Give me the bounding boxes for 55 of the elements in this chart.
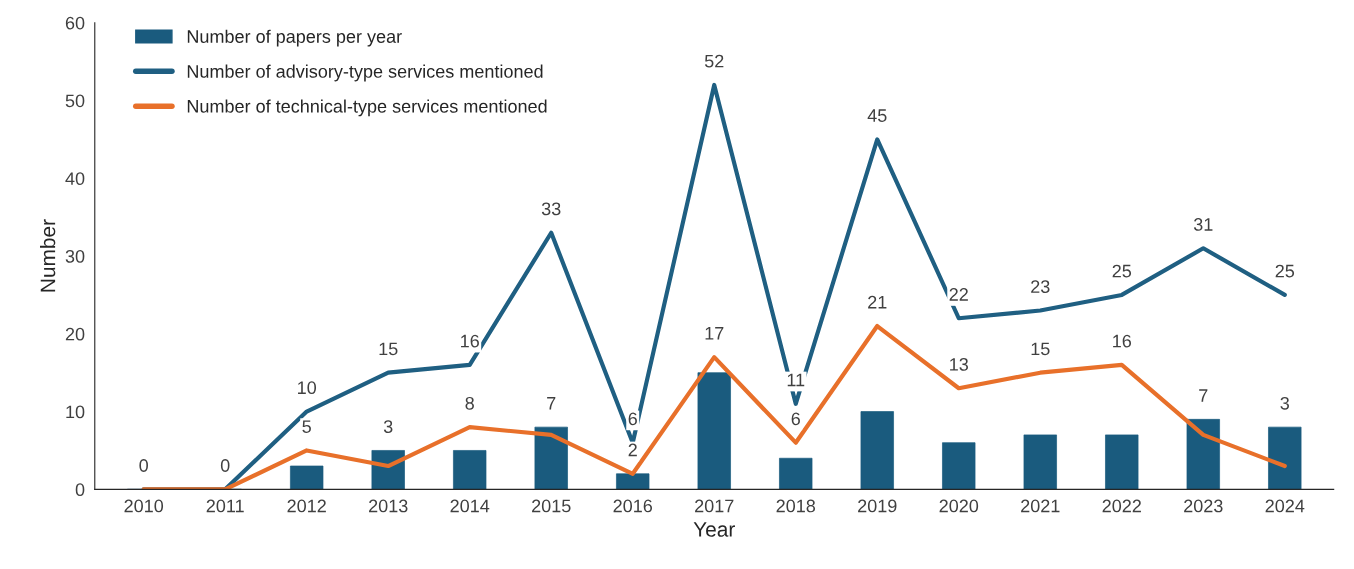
x-tick-label: 2018 <box>776 499 816 513</box>
x-tick-label: 2010 <box>124 499 164 513</box>
x-tick-label: 2021 <box>1021 499 1060 513</box>
x-tick-label: 2019 <box>858 499 897 513</box>
data-label: 16 <box>461 334 479 348</box>
data-label: 25 <box>1275 264 1295 278</box>
x-tick-label: 2011 <box>206 499 244 513</box>
data-label: 21 <box>868 295 887 309</box>
y-axis-title: Number <box>40 219 56 292</box>
legend-label: Number of technical-type services mentioned <box>187 99 547 117</box>
data-label: 17 <box>705 327 724 340</box>
data-label: 33 <box>541 202 561 216</box>
data-label: 3 <box>1280 396 1290 410</box>
data-label: 22 <box>949 288 968 301</box>
data-label: 0 <box>220 459 230 472</box>
y-tick-label: 60 <box>65 16 85 30</box>
data-label: 7 <box>1199 389 1208 402</box>
data-label: 3 <box>383 420 393 433</box>
data-label: 13 <box>950 358 969 371</box>
data-label: 15 <box>1031 342 1050 356</box>
x-tick-label: 2023 <box>1184 499 1223 513</box>
data-label: 8 <box>465 396 474 410</box>
data-label: 15 <box>379 342 398 356</box>
x-tick-label: 2016 <box>613 499 653 513</box>
legend-label: Number of advisory-type services mentioned <box>187 64 543 82</box>
data-label: 16 <box>1113 334 1132 348</box>
y-tick-label: 20 <box>65 327 85 341</box>
data-label: 52 <box>704 54 724 68</box>
data-label: 45 <box>867 109 887 122</box>
x-tick-label: 2013 <box>369 499 408 513</box>
data-label: 11 <box>787 373 805 387</box>
data-label: 7 <box>547 397 556 410</box>
data-label: 10 <box>298 381 317 395</box>
y-tick-label: 0 <box>75 483 85 497</box>
data-label: 31 <box>1193 218 1213 231</box>
legend-label: Number of papers per year <box>187 29 402 47</box>
x-tick-label: 2015 <box>532 499 571 513</box>
y-tick-label: 40 <box>65 172 85 186</box>
x-axis-title: Year <box>693 522 735 537</box>
x-tick-label: 2020 <box>939 499 979 513</box>
data-label: 0 <box>139 459 148 472</box>
y-tick-label: 30 <box>65 249 85 263</box>
x-tick-label: 2022 <box>1102 499 1141 513</box>
data-label: 23 <box>1031 280 1050 294</box>
x-tick-label: 2012 <box>287 499 326 513</box>
data-label: 25 <box>1112 264 1132 278</box>
x-tick-label: 2024 <box>1265 499 1305 513</box>
data-label: 6 <box>628 412 637 426</box>
data-label: 2 <box>628 443 637 457</box>
data-label: 6 <box>791 412 800 426</box>
y-tick-label: 50 <box>65 94 85 108</box>
x-tick-label: 2017 <box>695 499 734 513</box>
x-tick-label: 2014 <box>450 499 490 513</box>
data-label: 5 <box>302 420 311 433</box>
y-tick-label: 10 <box>66 405 85 419</box>
